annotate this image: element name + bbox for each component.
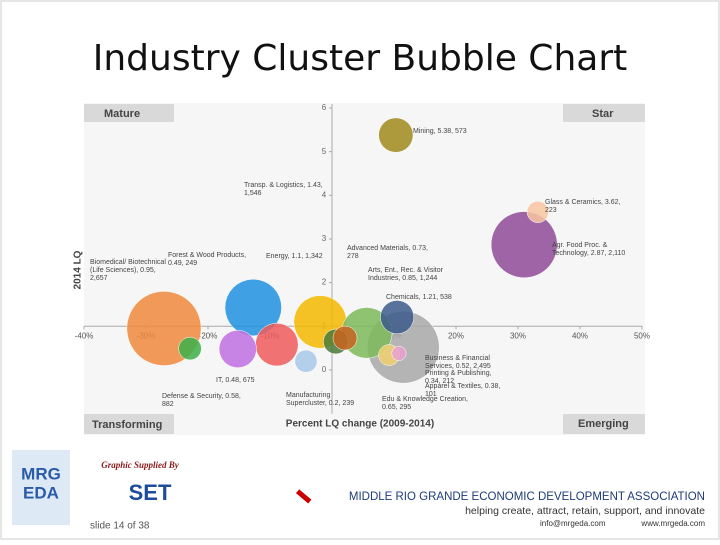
quadrant-box [563,414,645,434]
page-number: slide 14 of 38 [90,521,150,532]
bubble [224,278,282,337]
data-label: IT, 0.48, 675 [216,377,255,384]
x-tick-label: 50% [634,331,650,340]
data-label: Chemicals, 1.21, 538 [386,294,452,301]
icon [295,489,312,504]
x-tick-label: -20% [199,331,218,340]
quadrant-box [563,104,645,122]
data-label: Printing & Publishing, 0.34, 212 [425,370,493,385]
data-label: Forest & Wood Products, 0.49, 249 [168,252,248,267]
data-label: Apparel & Textiles, 0.38, 101 [425,383,502,398]
x-axis-title: Percent LQ change (2009-2014) [286,419,434,430]
logo-text: EDA [23,483,59,502]
y-tick-label: 4 [322,190,327,199]
data-label: Biomedical/ Biotechnical (Life Sciences)… [90,259,168,282]
quadrant-box [84,414,174,434]
logo-bg [12,450,70,525]
chart-area [84,103,645,435]
bubble [526,200,549,223]
data-label: Arts, Ent., Rec. & Visitor Industries, 0… [368,267,445,282]
tagline: helping create, attract, retain, support… [465,505,705,517]
credit: Graphic Supplied By [101,460,180,470]
bubble [218,330,257,368]
quadrant-label: Transforming [92,419,162,431]
slide-title: Industry Cluster Bubble Chart [93,38,627,79]
data-label: Mining, 5.38, 573 [413,128,467,135]
data-label: Agr. Food Proc. & Technology, 2.87, 2,11… [552,242,625,257]
quadrant-label: Star [592,108,614,120]
plot: 0123456-40%-30%-20%-10%10%20%30%40%50%Mi… [75,103,650,414]
data-label: Defense & Security, 0.58, 882 [162,393,243,408]
bubble [332,325,358,351]
y-tick-label: 6 [322,103,327,112]
bubble [490,211,558,278]
x-tick-label: 30% [510,331,526,340]
data-label: Glass & Ceramics, 3.62, 223 [545,199,622,214]
data-label: Advanced Materials, 0.73, 278 [347,245,430,260]
org-name: MIDDLE RIO GRANDE ECONOMIC DEVELOPMENT A… [349,491,705,503]
x-tick-label: 20% [448,331,464,340]
email: info@mrgeda.com [540,519,606,528]
bubble [391,345,407,361]
data-label: Edu & Knowledge Creation, 0.65, 295 [382,396,470,411]
quadrant-label: Emerging [578,418,629,430]
y-axis-title: 2014 LQ [73,250,84,289]
x-tick-label: -40% [75,331,94,340]
bubble [255,322,299,367]
data-label: Transp. & Logistics, 1.43, 1,546 [244,182,325,197]
y-tick-label: 3 [322,234,327,243]
logo-text: MRG [21,464,61,483]
x-tick-label: 40% [572,331,588,340]
y-tick-label: 0 [322,365,327,374]
data-label: Manufacturing Supercluster, 0.2, 239 [286,392,354,407]
quadrant-box [84,104,174,122]
website: www.mrgeda.com [640,519,705,528]
bubble [378,117,414,153]
y-tick-label: 2 [322,278,327,287]
bubble [178,336,202,361]
set-logo: SET [129,480,172,505]
y-tick-label: 5 [322,147,327,156]
data-label: Energy, 1.1, 1,342 [266,253,323,260]
bubble [380,300,415,335]
bubble [294,349,318,373]
data-label: Business & Financial Services, 0.52, 2,4… [425,355,492,370]
quadrant-label: Mature [104,108,140,120]
